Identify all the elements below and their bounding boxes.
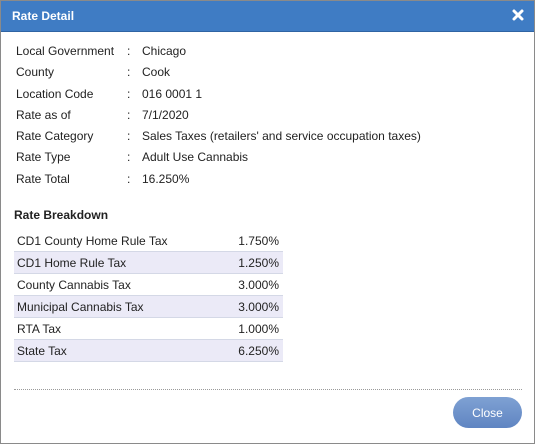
tax-name: Municipal Cannabis Tax	[14, 295, 221, 318]
detail-separator: :	[127, 150, 131, 165]
detail-label: County	[16, 65, 55, 80]
detail-separator: :	[127, 171, 131, 186]
detail-label: Rate as of	[16, 107, 71, 122]
detail-value: 016 0001 1	[142, 86, 203, 101]
detail-value: 16.250%	[142, 171, 190, 186]
tax-name: State Tax	[14, 339, 221, 362]
table-row: County Cannabis Tax 3.000%	[14, 273, 283, 296]
tax-rate: 1.000%	[220, 317, 283, 340]
tax-name: CD1 Home Rule Tax	[14, 251, 221, 274]
close-x-icon[interactable]	[511, 8, 525, 22]
tax-rate: 6.250%	[220, 339, 283, 362]
table-row: RTA Tax 1.000%	[14, 317, 283, 340]
table-row: CD1 Home Rule Tax 1.250%	[14, 251, 283, 274]
dialog-title: Rate Detail	[12, 9, 75, 23]
detail-separator: :	[127, 86, 131, 101]
detail-label: Location Code	[16, 86, 94, 101]
tax-rate: 1.250%	[220, 251, 283, 274]
tax-name: County Cannabis Tax	[14, 273, 221, 296]
detail-separator: :	[127, 65, 131, 80]
tax-name: RTA Tax	[14, 317, 221, 340]
dialog-titlebar: Rate Detail	[1, 1, 534, 32]
detail-value: Chicago	[142, 44, 187, 58]
detail-separator: :	[127, 107, 131, 122]
detail-value: Adult Use Cannabis	[142, 150, 249, 165]
rate-breakdown-heading: Rate Breakdown	[14, 208, 109, 222]
detail-value: 7/1/2020	[142, 107, 189, 122]
tax-rate: 3.000%	[220, 273, 283, 296]
detail-label: Local Government	[16, 44, 115, 58]
detail-separator: :	[127, 44, 131, 58]
tax-name: CD1 County Home Rule Tax	[14, 230, 221, 252]
detail-label: Rate Type	[16, 150, 71, 165]
detail-value: Cook	[142, 65, 171, 80]
rate-breakdown-table: CD1 County Home Rule Tax 1.750% CD1 Home…	[14, 230, 283, 362]
detail-separator: :	[127, 129, 131, 144]
detail-label: Rate Total	[16, 171, 70, 186]
detail-label: Rate Category	[16, 129, 94, 144]
close-button[interactable]: Close	[453, 397, 522, 428]
tax-rate: 3.000%	[220, 295, 283, 318]
footer-divider	[14, 389, 522, 390]
tax-rate: 1.750%	[220, 230, 283, 252]
detail-value: Sales Taxes (retailers' and service occu…	[142, 129, 421, 144]
table-row: CD1 County Home Rule Tax 1.750%	[14, 230, 283, 252]
table-row: State Tax 6.250%	[14, 339, 283, 362]
table-row: Municipal Cannabis Tax 3.000%	[14, 295, 283, 318]
